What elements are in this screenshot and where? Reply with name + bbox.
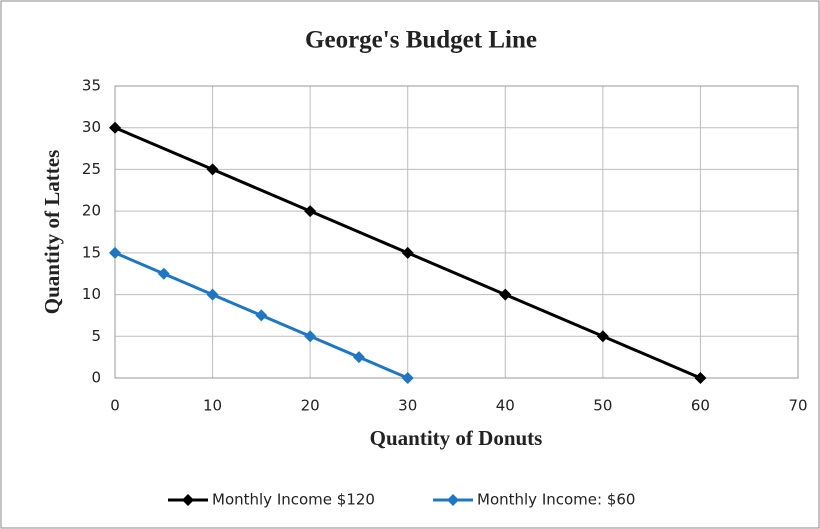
data-point: [109, 246, 121, 259]
y-tick-label: 0: [91, 369, 101, 387]
y-tick-label: 15: [82, 243, 101, 261]
data-point: [109, 121, 121, 134]
y-tick-label: 25: [82, 160, 101, 178]
data-point: [304, 330, 317, 343]
x-tick-label: 70: [788, 397, 807, 415]
data-point: [206, 288, 219, 301]
y-tick-label: 35: [82, 77, 101, 95]
data-point: [401, 372, 414, 384]
y-tick-label: 20: [82, 202, 101, 220]
data-point: [157, 267, 170, 280]
data-point: [694, 372, 707, 384]
legend-marker: [447, 494, 459, 506]
x-tick-label: 40: [496, 397, 515, 415]
y-tick-label: 30: [82, 118, 101, 136]
x-tick-label: 10: [203, 397, 222, 415]
data-point: [255, 309, 268, 322]
data-point: [352, 351, 365, 364]
data-point: [401, 246, 414, 259]
x-tick-label: 0: [110, 397, 120, 415]
plot-border: [114, 85, 799, 379]
x-tick-label: 20: [301, 397, 320, 415]
chart-title: George's Budget Line: [305, 27, 537, 54]
legend-marker: [182, 494, 194, 506]
x-tick-label: 50: [593, 397, 612, 415]
y-axis-label: Quantity of Lattes: [40, 150, 64, 315]
x-tick-label: 60: [691, 397, 710, 415]
y-tick-label: 5: [91, 327, 101, 345]
legend-label: Monthly Income $120: [212, 491, 375, 509]
x-axis-label: Quantity of Donuts: [370, 426, 543, 450]
y-tick-label: 10: [82, 285, 101, 303]
data-point: [206, 163, 219, 176]
legend-label: Monthly Income: $60: [477, 491, 635, 509]
x-tick-label: 30: [398, 397, 417, 415]
data-point: [304, 205, 317, 218]
data-point: [596, 330, 609, 343]
data-point: [499, 288, 512, 301]
